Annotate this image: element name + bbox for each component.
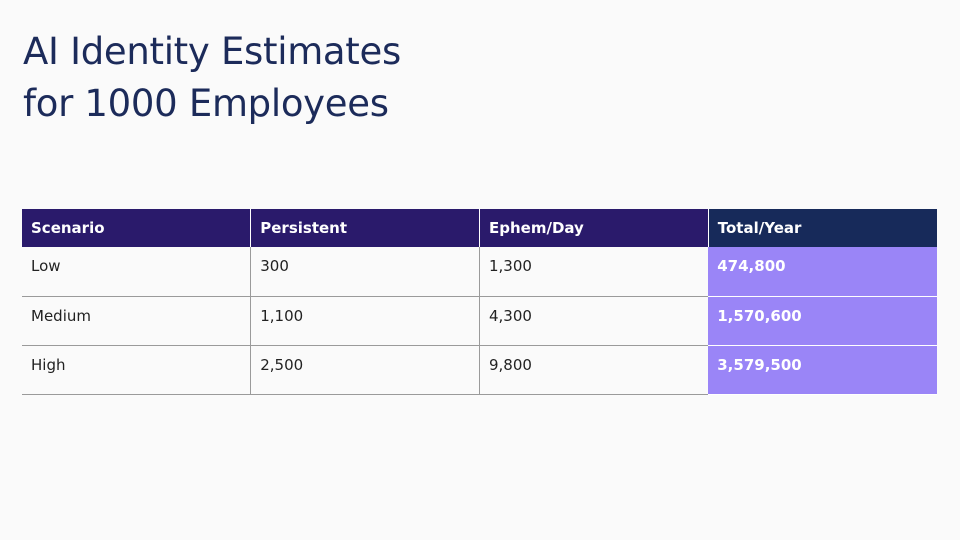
table-cell: 3,579,500 xyxy=(708,345,937,395)
column-header: Scenario xyxy=(22,209,251,247)
title-line: AI Identity Estimates xyxy=(23,30,401,73)
row-label: Medium xyxy=(22,296,251,346)
table-cell: 4,300 xyxy=(479,296,709,346)
column-header: Persistent xyxy=(250,209,480,247)
column-header: Total/Year xyxy=(707,209,937,247)
column-header: Ephem/Day xyxy=(479,209,709,247)
title-line: for 1000 Employees xyxy=(23,82,389,125)
estimates-table: Scenario Persistent Ephem/Day Total/Year Lo… xyxy=(22,209,937,395)
table-cell: 1,570,600 xyxy=(708,296,937,346)
table-cell: 2,500 xyxy=(250,345,480,395)
row-label: Low xyxy=(22,247,251,297)
table-row: Low 300 1,300 474,800 xyxy=(22,247,937,297)
table-cell: 300 xyxy=(250,247,480,297)
table-cell: 1,300 xyxy=(479,247,709,297)
table-cell: 9,800 xyxy=(479,345,709,395)
header-row: Scenario Persistent Ephem/Day Total/Year xyxy=(22,209,937,247)
table-row: Medium 1,100 4,300 1,570,600 xyxy=(22,296,937,346)
slide-title: AI Identity Estimates for 1000 Employees xyxy=(23,26,401,130)
table-row: High 2,500 9,800 3,579,500 xyxy=(22,345,937,395)
row-label: High xyxy=(22,345,251,395)
table-cell: 474,800 xyxy=(708,247,937,297)
table-cell: 1,100 xyxy=(250,296,480,346)
table-body: Low 300 1,300 474,800 Medium 1,100 4,300 1,570,… xyxy=(22,247,937,395)
